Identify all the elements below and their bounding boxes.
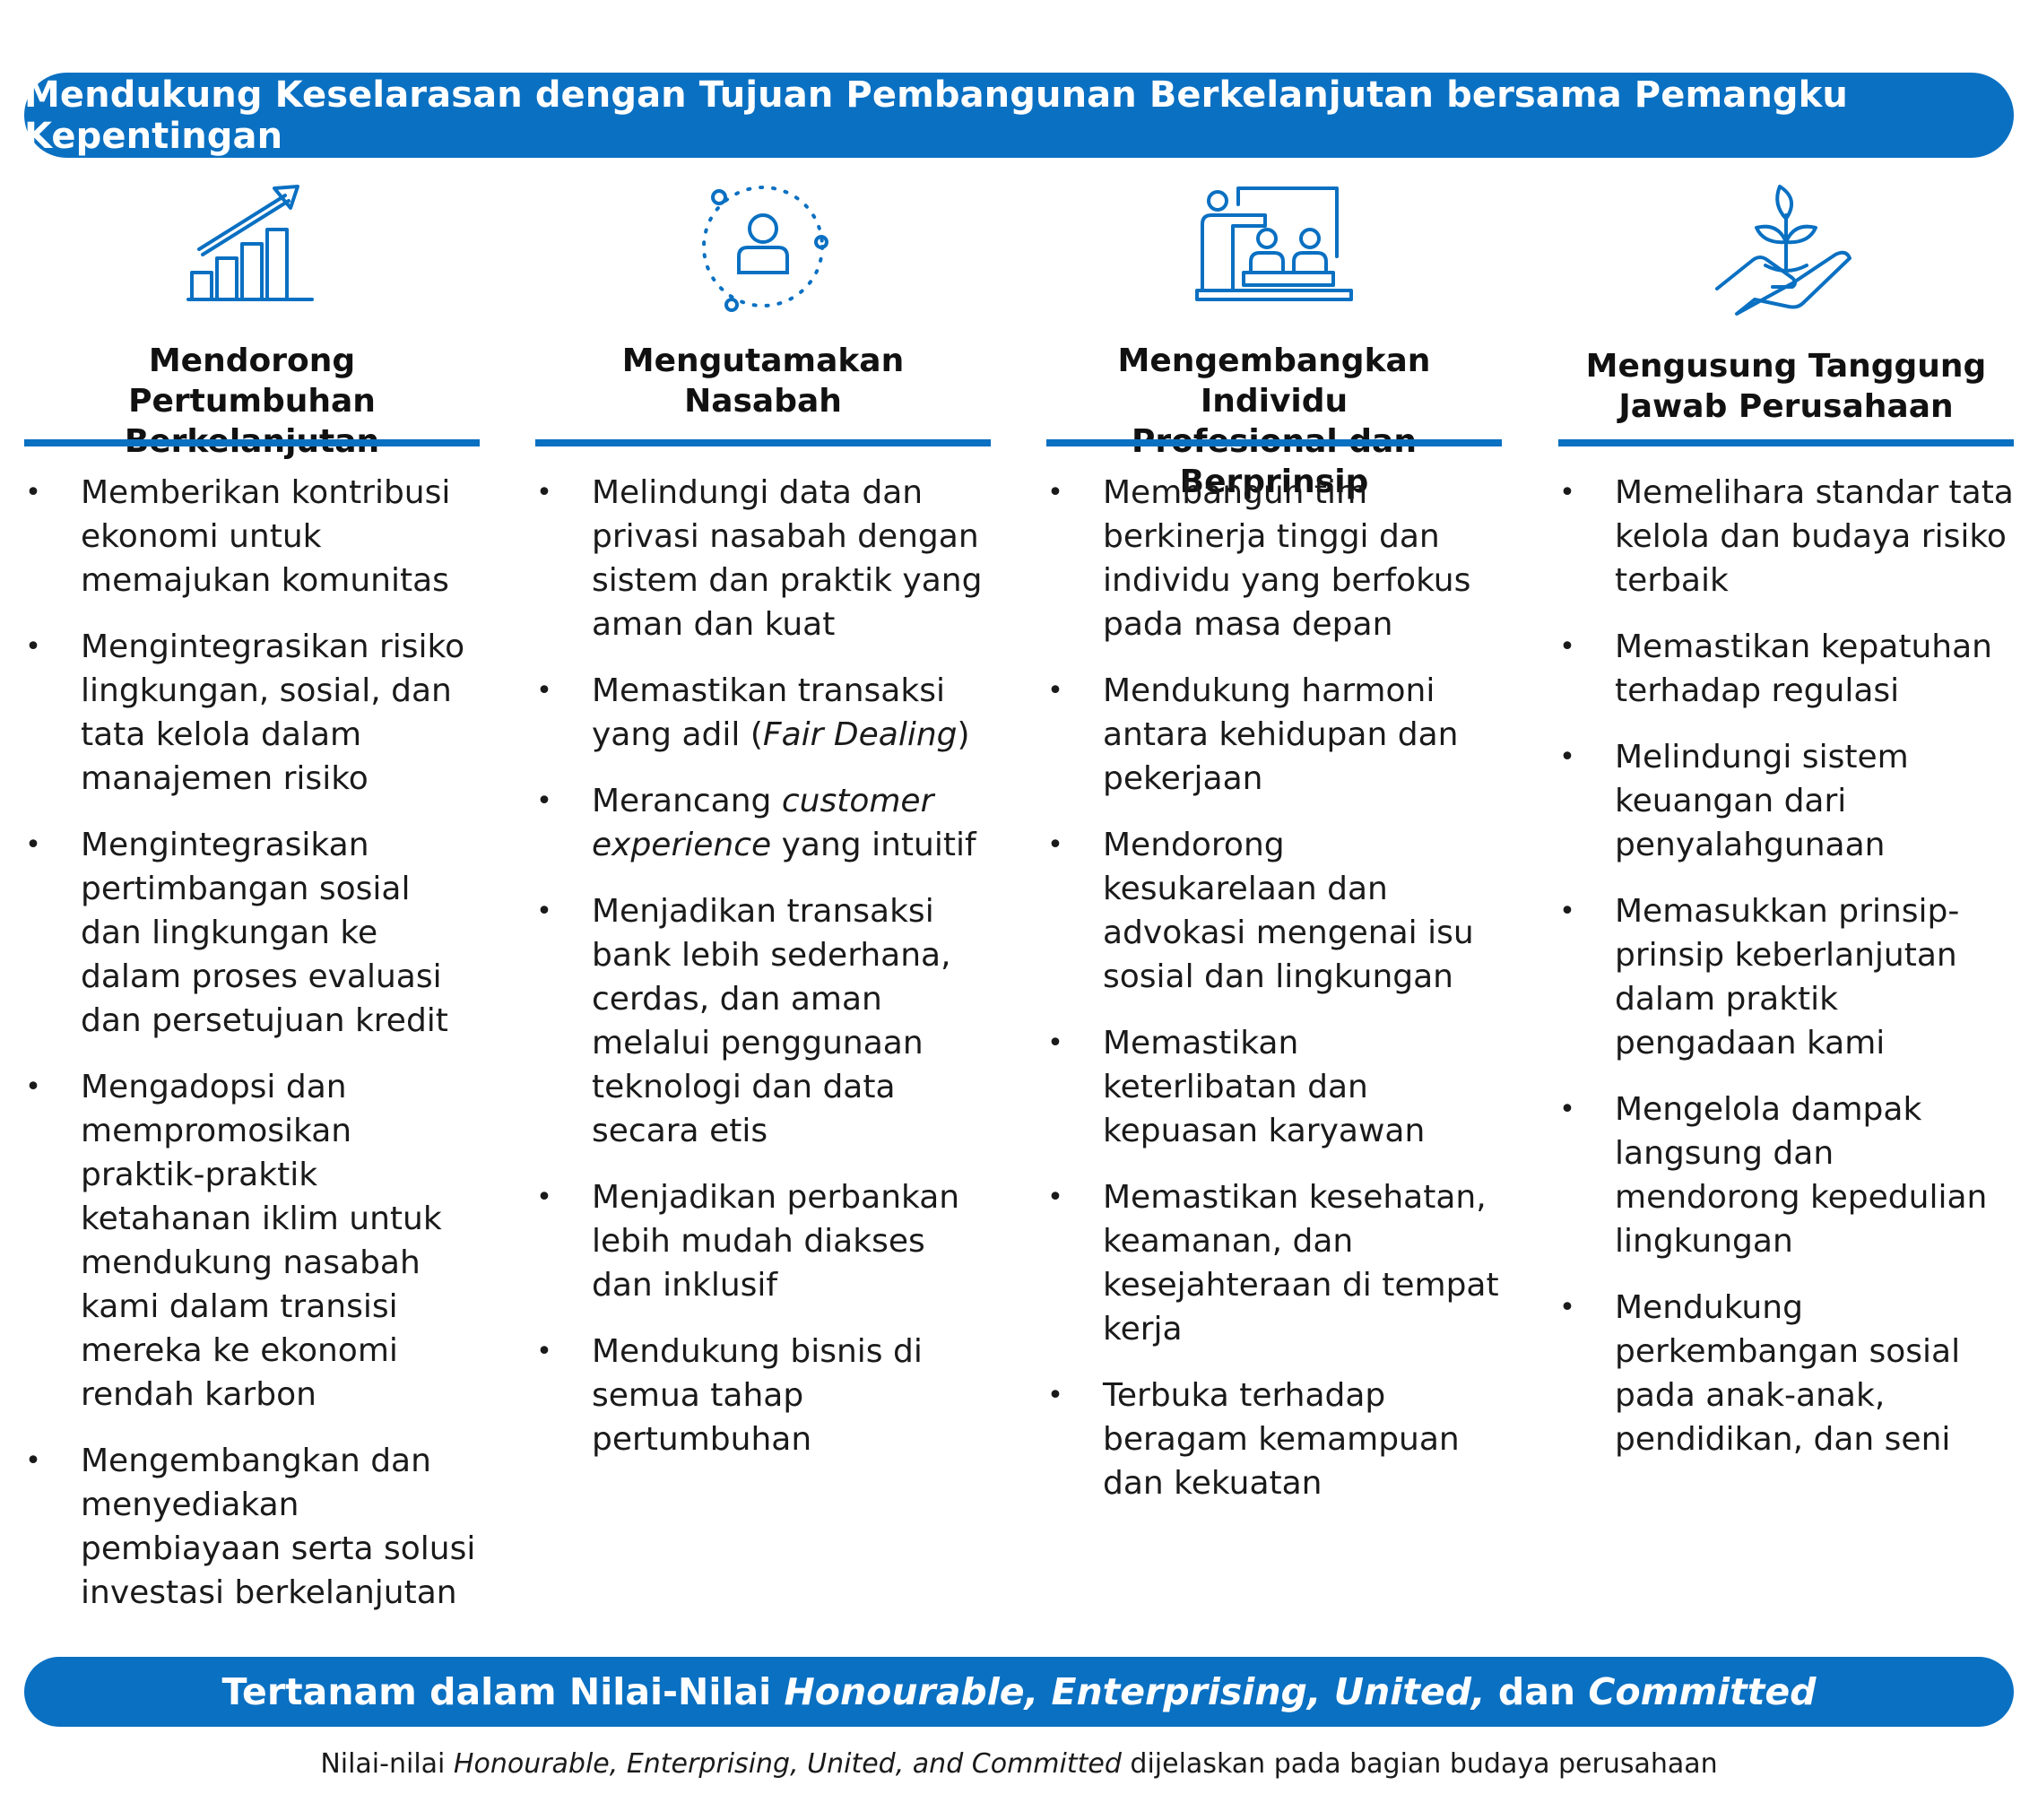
list-item: • Memastikan transaksi yang adil (Fair De…: [535, 669, 991, 757]
list-item: • Mendorong kesukarelaan dan advokasi men…: [1046, 823, 1502, 999]
bullet-icon: •: [25, 1445, 41, 1477]
growth-chart-icon: [24, 179, 480, 314]
values-banner-text: Tertanam dalam Nilai-Nilai Honourable, E…: [221, 1670, 1817, 1713]
list-item: • Memelihara standar tata kelola dan buda…: [1558, 471, 2014, 602]
list-item: • Mengintegrasikan pertimbangan sosial da…: [24, 823, 480, 1043]
bullet-icon: •: [25, 829, 41, 861]
bullet-icon: •: [536, 896, 552, 927]
bullet-icon: •: [1047, 829, 1063, 861]
bullet-icon: •: [1559, 741, 1575, 773]
column-corporate-responsibility: Mengusung Tanggung Jawab Perusahaan • Mem…: [1558, 179, 2014, 1458]
header-banner: Mendukung Keselarasan dengan Tujuan Pemb…: [24, 73, 2014, 158]
bullet-icon: •: [1559, 477, 1575, 508]
column-divider: [1558, 439, 2014, 446]
bullet-icon: •: [25, 631, 41, 663]
bullet-icon: •: [536, 785, 552, 817]
list-item: • Memastikan keterlibatan dan kepuasan ka…: [1046, 1021, 1502, 1153]
list-item: • Menjadikan transaksi bank lebih sederha…: [535, 889, 991, 1153]
list-item: • Merancang customer experience yang intu…: [535, 779, 991, 867]
bullet-icon: •: [25, 477, 41, 508]
bullet-icon: •: [1559, 1292, 1575, 1323]
bullet-icon: •: [1047, 477, 1063, 508]
column-title-line: Mengusung Tanggung: [1585, 348, 1987, 385]
list-item: • Membangun tim berkinerja tinggi dan ind…: [1046, 471, 1502, 646]
list-item: • Melindungi sistem keuangan dari penyala…: [1558, 735, 2014, 867]
column-divider: [24, 439, 480, 446]
bullet-icon: •: [1047, 1027, 1063, 1059]
column-title-line: Nasabah: [684, 383, 842, 420]
footnote: Nilai-nilai Honourable, Enterprising, Un…: [320, 1748, 1718, 1780]
column-divider: [535, 439, 991, 446]
bullet-icon: •: [1559, 1094, 1575, 1125]
column-sustainable-growth: Mendorong Pertumbuhan Berkelanjutan •Mem…: [24, 179, 480, 1611]
bullet-icon: •: [1047, 1380, 1063, 1411]
list-item: • Mendukung perkembangan sosial pada anak…: [1558, 1286, 2014, 1461]
column-customer-first: Mengutamakan Nasabah • Melindungi data da…: [535, 179, 991, 1458]
column-divider: [1046, 439, 1502, 446]
column-title: Mengutamakan Nasabah: [535, 341, 991, 599]
column-title-line: Jawab Perusahaan: [1618, 388, 1954, 425]
bullet-list: • Melindungi data dan privasi nasabah den…: [535, 471, 991, 1484]
list-item: • Memastikan kepatuhan terhadap regulasi: [1558, 625, 2014, 713]
list-item: • Mendukung bisnis di semua tahap pertumb…: [535, 1330, 991, 1461]
bullet-icon: •: [1559, 896, 1575, 927]
header-title: Mendukung Keselarasan dengan Tujuan Pemb…: [24, 74, 1848, 157]
hand-plant-icon: [1558, 179, 2014, 316]
values-banner: Tertanam dalam Nilai-Nilai Honourable, E…: [24, 1657, 2014, 1727]
list-item: • Memastikan kesehatan, keamanan, dan kes…: [1046, 1175, 1502, 1351]
column-title-line: Mendorong Pertumbuhan: [128, 342, 376, 420]
training-presentation-icon: [1046, 179, 1502, 314]
bullet-icon: •: [1047, 675, 1063, 706]
bullet-list: • Membangun tim berkinerja tinggi dan ind…: [1046, 471, 1502, 1528]
list-item: • Memasukkan prinsip-prinsip keberlanjuta…: [1558, 889, 2014, 1065]
list-item: • Mendukung harmoni antara kehidupan dan …: [1046, 669, 1502, 801]
column-title: Mengusung Tanggung Jawab Perusahaan: [1558, 346, 2014, 604]
list-item: • Mengadopsi dan mempromosikan praktik-pr…: [24, 1065, 480, 1417]
bullet-icon: •: [1559, 631, 1575, 663]
column-title-line: Mengutamakan: [621, 342, 905, 379]
customer-focus-icon: [535, 179, 991, 314]
column-title-line: Mengembangkan Individu: [1117, 342, 1431, 420]
list-item: • Melindungi data dan privasi nasabah den…: [535, 471, 991, 646]
list-item: • Mengembangkan dan menyediakan pembiayaa…: [24, 1439, 480, 1615]
list-item: • Mengelola dampak langsung dan mendorong…: [1558, 1088, 2014, 1263]
list-item: • Menjadikan perbankan lebih mudah diakse…: [535, 1175, 991, 1307]
bullet-icon: •: [536, 675, 552, 706]
column-professional-individuals: Mengembangkan Individu Profesional dan B…: [1046, 179, 1502, 1502]
list-item: • Memberikan kontribusi ekonomi untuk mem…: [24, 471, 480, 602]
bullet-list: • Memelihara standar tata kelola dan buda…: [1558, 471, 2014, 1484]
list-item: • Mengintegrasikan risiko lingkungan, sos…: [24, 625, 480, 801]
bullet-icon: •: [25, 1071, 41, 1103]
bullet-icon: •: [536, 477, 552, 508]
list-item: • Terbuka terhadap beragam kemampuan dan …: [1046, 1374, 1502, 1505]
bullet-list: • Memberikan kontribusi ekonomi untuk mem…: [24, 471, 480, 1637]
bullet-icon: •: [536, 1336, 552, 1367]
bullet-icon: •: [1047, 1182, 1063, 1213]
bullet-icon: •: [536, 1182, 552, 1213]
